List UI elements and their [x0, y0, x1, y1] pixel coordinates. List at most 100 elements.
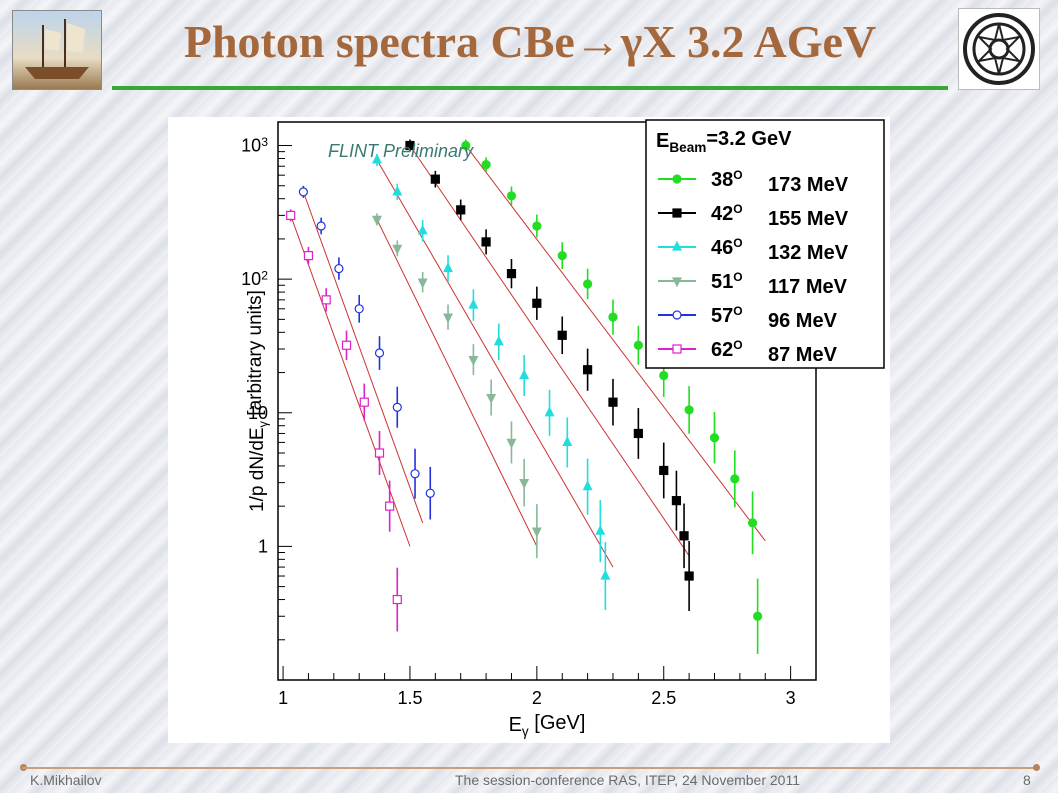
- data-point: [557, 251, 567, 261]
- data-point: [417, 278, 428, 289]
- data-point: [298, 187, 308, 197]
- data-point: [372, 215, 382, 226]
- page-title: Photon spectra CBe→γX 3.2 AGeV: [183, 16, 877, 67]
- data-point: [417, 224, 428, 235]
- series-57: [298, 185, 435, 524]
- data-point: [608, 312, 618, 322]
- data-point: [671, 496, 682, 506]
- data-point: [286, 210, 296, 220]
- data-point: [582, 480, 593, 491]
- data-point: [659, 370, 669, 381]
- legend-marker: [672, 344, 682, 354]
- legend-entry: 51O 117 MeV: [658, 270, 848, 298]
- legend-marker: [672, 208, 682, 218]
- data-point: [385, 501, 395, 511]
- legend-box: [645, 119, 885, 369]
- data-point: [709, 433, 720, 443]
- data-point: [443, 313, 453, 324]
- legend-entry: 42O 155 MeV: [658, 202, 849, 230]
- data-point: [410, 469, 420, 479]
- data-point: [557, 330, 567, 340]
- data-point: [583, 279, 593, 289]
- series-38: [461, 139, 766, 654]
- data-point: [392, 402, 402, 412]
- data-point: [303, 251, 314, 261]
- data-point: [633, 340, 643, 350]
- footer-page-number: 8: [1023, 772, 1031, 788]
- fit-line: [302, 191, 424, 524]
- fit-line: [376, 219, 538, 547]
- footer-rule: [22, 767, 1038, 769]
- data-point: [341, 340, 352, 350]
- data-point: [659, 465, 669, 476]
- data-point: [392, 594, 402, 605]
- institute-logo: [958, 8, 1040, 90]
- y-tick-label: 1: [258, 536, 268, 556]
- data-point: [372, 153, 382, 164]
- fit-line: [290, 215, 411, 547]
- series-42: [405, 139, 694, 612]
- data-point: [600, 569, 611, 580]
- legend-label: 57O 96 MeV: [711, 304, 838, 332]
- data-point: [468, 355, 479, 366]
- y-tick-label: 102​: [241, 269, 268, 290]
- y-tick-label: 10: [248, 403, 268, 423]
- data-point: [519, 369, 530, 380]
- data-point: [519, 479, 530, 489]
- x-axis: 1 1.5 2 2.5 3: [278, 666, 796, 708]
- emblem-icon: [963, 13, 1035, 85]
- data-point: [531, 527, 542, 538]
- x-axis-label: Eγ​ [GeV]: [509, 712, 586, 739]
- footer-event: The session-conference RAS, ITEP, 24 Nov…: [455, 772, 800, 788]
- data-point: [316, 221, 326, 231]
- data-point: [684, 405, 694, 415]
- fit-line: [465, 145, 766, 542]
- data-point: [544, 406, 555, 417]
- x-tick-label: 3: [786, 688, 796, 708]
- x-tick-label: 2: [532, 688, 542, 708]
- fit-line: [376, 159, 614, 568]
- legend-entry: 57O 96 MeV: [658, 304, 838, 332]
- data-point: [374, 348, 385, 358]
- series-62: [286, 209, 411, 632]
- legend-label: 46O 132 MeV: [711, 236, 849, 264]
- legend-label: 62O 87 MeV: [711, 338, 838, 366]
- legend-marker: [672, 310, 682, 320]
- data-point: [633, 428, 643, 439]
- legend-entry: 62O 87 MeV: [658, 338, 838, 366]
- ship-icon: [25, 19, 89, 79]
- x-tick-label: 2.5: [651, 688, 676, 708]
- data-point: [481, 237, 491, 247]
- data-point: [392, 244, 403, 255]
- data-point: [608, 397, 618, 407]
- legend-label: 38O 173 MeV: [711, 168, 849, 196]
- series-51: [372, 213, 542, 559]
- data-point: [456, 205, 466, 215]
- legend-label: 42O 155 MeV: [711, 202, 849, 230]
- data-point: [506, 269, 517, 279]
- data-point: [679, 531, 689, 541]
- legend-entry: 46O 132 MeV: [658, 236, 849, 264]
- data-point: [443, 262, 453, 273]
- data-point: [359, 397, 369, 407]
- legend-marker: [672, 174, 682, 184]
- y-axis: 1 10 102​ 103​: [241, 135, 292, 681]
- footer-author: K.Mikhailov: [30, 772, 102, 788]
- data-point: [425, 488, 435, 498]
- data-point: [684, 571, 694, 581]
- data-point: [486, 393, 497, 404]
- data-point: [461, 140, 471, 151]
- plot-frame: [277, 121, 817, 681]
- legend-title: EBeam​=3.2 GeV: [656, 128, 792, 155]
- data-point: [532, 221, 542, 231]
- legend-entry: 38O 173 MeV: [658, 168, 849, 196]
- data-point: [562, 436, 573, 447]
- data-point: [354, 304, 364, 314]
- data-point: [747, 518, 758, 528]
- legend-marker: [672, 240, 682, 251]
- data-point: [583, 365, 593, 375]
- data-point: [532, 298, 542, 308]
